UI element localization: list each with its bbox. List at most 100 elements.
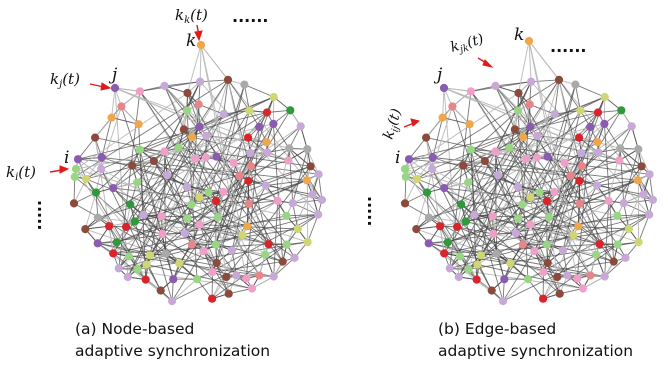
network-node [455, 252, 465, 261]
network-node [204, 188, 213, 197]
network-node [194, 100, 203, 109]
network-node [413, 174, 422, 184]
network-node [532, 153, 542, 162]
network-node [593, 138, 602, 147]
caption-b-line1: (b) Edge-based [438, 320, 557, 338]
network-edge [227, 79, 266, 255]
network-node [314, 170, 323, 179]
network-edge [458, 148, 621, 278]
network-edge [100, 168, 200, 226]
network-edge [108, 226, 114, 254]
network-edge [548, 191, 555, 218]
network-edge [440, 221, 466, 227]
network-edge [134, 215, 162, 222]
network-edge [111, 117, 139, 125]
network-node [187, 200, 196, 209]
network-node [527, 77, 536, 86]
network-node [558, 246, 568, 255]
network-node [212, 258, 221, 268]
network-node [594, 148, 603, 157]
network-edge [244, 84, 274, 98]
arrow-kk-a [194, 24, 203, 42]
network-node [114, 264, 123, 273]
network-edge [131, 165, 227, 278]
network-node [168, 297, 177, 306]
network-edge [101, 157, 307, 181]
network-node [639, 190, 648, 199]
network-node [284, 156, 293, 165]
network-node [464, 265, 473, 274]
caption-a-line1: (a) Node-based [75, 320, 195, 338]
node-label-j-b: j [433, 65, 443, 85]
network-edge [163, 151, 188, 219]
network-node [245, 106, 254, 115]
network-node [124, 252, 134, 261]
network-edge [596, 179, 638, 186]
network-node [191, 154, 200, 163]
network-node [141, 275, 150, 284]
network-node [514, 214, 523, 223]
network-node [157, 212, 166, 221]
network-edge [113, 187, 249, 205]
network-edge [542, 276, 558, 299]
network-node [470, 210, 479, 219]
network-edge [73, 178, 87, 204]
network-edge [556, 166, 642, 278]
network-edge [165, 253, 174, 280]
network-edge [292, 202, 319, 216]
node-undefined [524, 36, 534, 46]
network-node [142, 260, 151, 269]
network-edge [492, 215, 568, 276]
network-node [440, 249, 449, 258]
network-edge [604, 123, 654, 201]
network-edge [225, 166, 311, 278]
network-node [535, 188, 544, 197]
network-edge [172, 224, 200, 280]
ellipsis-left-b: ..... [364, 196, 383, 226]
node-undefined [439, 83, 449, 93]
network-node [518, 132, 528, 142]
network-edge [199, 44, 202, 82]
node-label-k-b: k [514, 25, 524, 45]
network-edge [265, 185, 313, 195]
network-edge [95, 192, 127, 228]
network-edge [307, 214, 319, 243]
network-edge [217, 191, 224, 218]
network-node [269, 272, 278, 281]
network-edge [200, 79, 229, 83]
network-edge [200, 44, 229, 81]
network-edge [191, 136, 289, 161]
network-edge [442, 117, 470, 125]
network-edge [77, 137, 96, 160]
network-edge [231, 185, 267, 251]
network-edge [494, 151, 519, 219]
network-node [240, 80, 249, 89]
network-edge [426, 192, 458, 228]
network-edge [273, 257, 295, 277]
network-node [428, 153, 437, 162]
network-node [539, 294, 548, 303]
network-node [93, 239, 102, 248]
network-node [574, 222, 583, 231]
network-node [499, 297, 508, 306]
network-node [246, 148, 255, 158]
gain-label-kj-a: kj(t) [50, 70, 80, 90]
network-node [262, 108, 272, 117]
network-node [107, 113, 116, 122]
network-edge [443, 126, 531, 189]
network-edge [432, 157, 638, 181]
network-node [229, 158, 238, 167]
network-node [130, 217, 139, 226]
network-node [621, 253, 630, 262]
network-node [438, 113, 447, 122]
network-node [222, 272, 231, 282]
network-node [219, 187, 228, 197]
network-node [135, 145, 144, 154]
network-edge [416, 112, 599, 230]
network-node [163, 171, 172, 180]
network-node [616, 144, 625, 153]
network-node [139, 210, 148, 219]
network-node [401, 172, 410, 181]
network-edge [443, 165, 464, 189]
network-edge [85, 157, 103, 180]
